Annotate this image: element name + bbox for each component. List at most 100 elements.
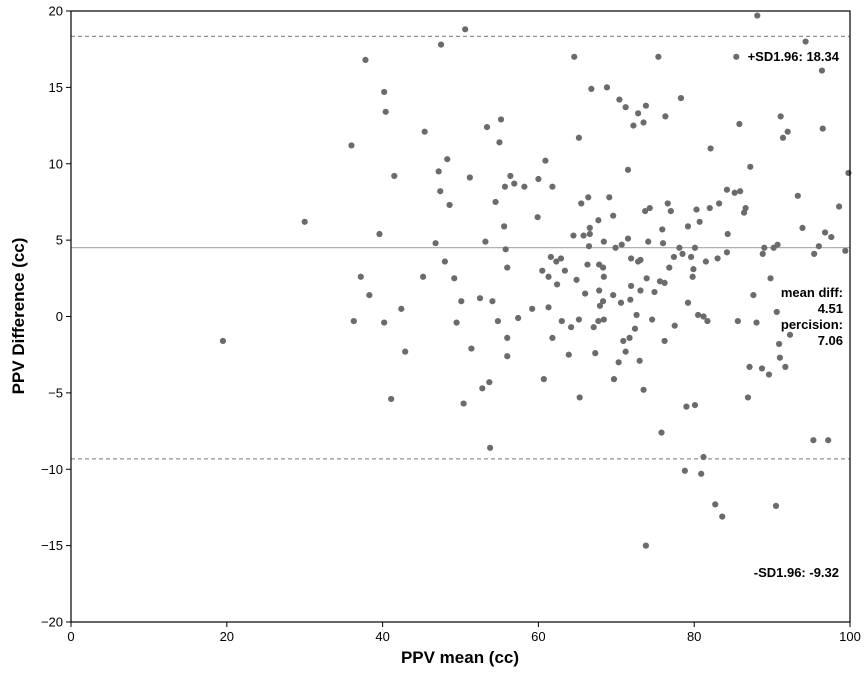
axis-ticks: 0 20 40 60 80 100 −20 −15 −10 −5 0 5 10 15 20 <box>41 4 861 645</box>
y-tick-label: 10 <box>49 156 63 171</box>
data-point <box>599 298 607 305</box>
data-point <box>712 501 719 508</box>
data-point <box>545 304 552 311</box>
data-point <box>627 296 634 303</box>
data-point <box>420 273 427 280</box>
data-point <box>502 246 509 253</box>
x-tick-label: 0 <box>67 629 74 644</box>
data-point <box>444 156 451 163</box>
data-point <box>539 267 546 274</box>
data-point <box>504 334 511 341</box>
data-point <box>684 299 692 306</box>
data-point <box>622 104 629 111</box>
data-point <box>501 223 508 230</box>
data-point <box>702 258 709 265</box>
data-point <box>658 429 665 436</box>
data-point <box>694 311 702 319</box>
data-point <box>592 350 599 357</box>
data-point <box>622 348 629 355</box>
data-point <box>570 232 577 239</box>
data-point <box>529 305 536 312</box>
data-point <box>553 281 561 288</box>
data-point <box>599 264 607 271</box>
y-tick-label: −5 <box>48 385 63 400</box>
data-point <box>549 334 556 341</box>
data-point <box>819 125 826 132</box>
data-point <box>661 279 668 286</box>
data-point <box>810 437 817 444</box>
data-point <box>693 206 700 213</box>
data-point <box>723 249 731 256</box>
data-point <box>515 314 522 322</box>
data-point <box>617 299 625 306</box>
data-point <box>595 217 602 224</box>
data-point <box>590 324 597 331</box>
data-point <box>681 467 688 474</box>
data-point <box>558 317 565 325</box>
data-point <box>656 278 664 285</box>
data-point <box>578 200 585 207</box>
data-point <box>774 241 781 248</box>
data-point <box>376 230 383 238</box>
data-point <box>719 513 726 520</box>
data-point <box>586 224 593 232</box>
data-point <box>666 264 673 271</box>
data-point <box>388 395 395 403</box>
data-point <box>606 194 613 201</box>
data-point <box>584 261 591 268</box>
data-point <box>754 12 761 19</box>
data-point <box>704 317 711 325</box>
y-tick-label: −10 <box>41 462 63 477</box>
x-tick-label: 20 <box>220 629 234 644</box>
data-point <box>737 188 744 195</box>
data-point <box>731 189 738 196</box>
data-point <box>489 298 496 305</box>
data-point <box>642 542 650 549</box>
data-point <box>504 264 511 271</box>
data-point <box>767 275 774 282</box>
data-point <box>624 166 632 173</box>
data-point <box>497 116 505 123</box>
x-tick-label: 60 <box>531 629 545 644</box>
data-point <box>746 363 753 371</box>
data-point <box>435 168 442 175</box>
data-point <box>573 276 580 283</box>
data-point <box>842 247 849 254</box>
data-point <box>547 253 554 261</box>
data-point <box>649 316 656 323</box>
y-tick-label: 0 <box>56 309 63 324</box>
data-point <box>494 317 501 325</box>
data-point <box>667 208 674 215</box>
data-point <box>381 88 388 96</box>
data-point <box>734 317 741 325</box>
data-point <box>794 192 801 199</box>
data-point <box>661 337 668 345</box>
data-point <box>616 96 623 103</box>
mean-diff-value: 4.51 <box>818 301 843 316</box>
data-point <box>610 212 617 219</box>
data-point <box>600 316 607 323</box>
data-point <box>643 275 650 282</box>
data-point <box>511 180 518 187</box>
data-point <box>758 365 766 372</box>
y-tick-label: 15 <box>49 80 63 95</box>
data-point <box>670 253 678 261</box>
data-point <box>612 244 619 251</box>
data-point <box>747 163 754 170</box>
data-point <box>441 258 449 265</box>
data-point <box>664 200 671 207</box>
data-point <box>561 267 568 274</box>
data-point <box>219 337 227 345</box>
data-point <box>782 363 789 371</box>
data-point <box>624 235 632 242</box>
data-point <box>645 238 652 245</box>
data-point <box>460 400 467 407</box>
data-point <box>576 394 583 401</box>
data-point <box>700 313 707 320</box>
data-point <box>640 386 647 393</box>
data-point <box>382 108 389 115</box>
data-point <box>845 169 852 177</box>
data-point <box>610 376 618 383</box>
data-point <box>398 305 405 312</box>
data-point <box>482 238 489 245</box>
